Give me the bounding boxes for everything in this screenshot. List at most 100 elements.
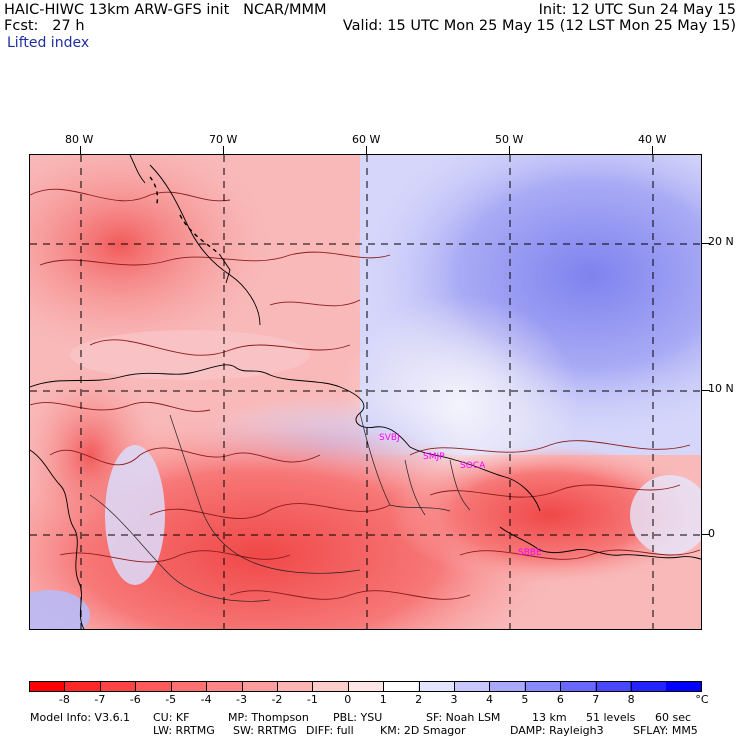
- colorbar-swatch: [171, 682, 207, 691]
- colorbar-swatch: [206, 682, 242, 691]
- footer-resolution: 13 km: [532, 711, 567, 724]
- colorbar-swatch: [418, 682, 454, 691]
- colorbar-swatch: [630, 682, 666, 691]
- border-guy-sur: [404, 459, 426, 516]
- footer-damp: DAMP: Rayleigh3: [510, 724, 604, 737]
- valid-time: Valid: 15 UTC Mon 25 May 15 (12 LST Mon …: [342, 18, 736, 34]
- coast-pr: [219, 254, 231, 284]
- lat-label-10n: 10 N: [708, 382, 734, 395]
- lon-label-70w: 70 W: [209, 133, 238, 146]
- colorbar-tick: [489, 681, 490, 692]
- colorbar-tick: [64, 681, 65, 692]
- colorbar-tick: [560, 681, 561, 692]
- colorbar-tick-label: 8: [627, 693, 635, 706]
- coast-antilles: [149, 164, 261, 326]
- colorbar-tick: [242, 681, 243, 692]
- colorbar-tick-label: 1: [379, 693, 387, 706]
- colorbar-tick: [135, 681, 136, 692]
- lon-label-50w: 50 W: [495, 133, 524, 146]
- colorbar-tick-label: -8: [58, 693, 70, 706]
- colorbar-swatch: [453, 682, 490, 691]
- lon-tick-50w: [509, 146, 510, 154]
- colorbar-unit: °C: [695, 693, 709, 706]
- field-sw-blue: [30, 590, 90, 629]
- colorbar: [29, 681, 702, 692]
- init-time: Init: 12 UTC Sun 24 May 15: [538, 2, 736, 18]
- colorbar-swatch: [312, 682, 348, 691]
- colorbar-tick: [312, 681, 313, 692]
- colorbar-swatch: [65, 682, 101, 691]
- footer-diff: DIFF: full: [306, 724, 354, 737]
- field-name: Lifted index: [7, 35, 90, 51]
- footer-sflay: SFLAY: MM5: [633, 724, 698, 737]
- colorbar-swatch: [489, 682, 525, 691]
- colorbar-tick-label: -3: [236, 693, 247, 706]
- colorbar-tick-label: -2: [271, 693, 283, 706]
- colorbar-tick: [206, 681, 207, 692]
- borders: [89, 412, 471, 602]
- lon-label-80w: 80 W: [65, 133, 94, 146]
- lon-tick-70w: [223, 146, 224, 154]
- colorbar-tick-label: 6: [556, 693, 564, 706]
- colorbar-tick-label: 4: [485, 693, 493, 706]
- footer-timestep: 60 sec: [655, 711, 692, 724]
- colorbar-swatch: [277, 682, 313, 691]
- footer-pbl: PBL: YSU: [333, 711, 383, 724]
- colorbar-tick: [596, 681, 597, 692]
- colorbar-tick: [631, 681, 632, 692]
- border-col-per: [89, 494, 271, 602]
- forecast-hour: Fcst: 27 h: [4, 18, 85, 34]
- colorbar-tick-label: -5: [165, 693, 177, 706]
- coast-north: [129, 155, 146, 184]
- colorbar-tick: [100, 681, 101, 692]
- colorbar-tick-label: -1: [306, 693, 318, 706]
- colorbar-tick-label: 5: [521, 693, 529, 706]
- colorbar-tick: [171, 681, 172, 692]
- lon-tick-80w: [80, 146, 81, 154]
- colorbar-swatch: [665, 682, 701, 691]
- station-label-1: SVBJ: [379, 433, 400, 443]
- station-label-4: SBBE: [518, 548, 542, 558]
- footer-levels: 51 levels: [586, 711, 636, 724]
- colorbar-tick: [277, 681, 278, 692]
- dashed-borders: [149, 176, 221, 256]
- field-andes-blue: [105, 445, 165, 585]
- lat-tick-0: [702, 534, 710, 535]
- colorbar-tick-label: 2: [415, 693, 423, 706]
- footer-model-info: Model Info: V3.6.1: [30, 711, 131, 724]
- colorbar-swatch: [347, 682, 384, 691]
- lifted-index-map: SVBJ SMJP SOCA SBBE: [29, 154, 702, 630]
- footer-cu: CU: KF: [153, 711, 190, 724]
- colorbar-tick: [454, 681, 455, 692]
- colorbar-tick-label: 7: [592, 693, 600, 706]
- station-label-3: SOCA: [460, 461, 486, 471]
- contours: [30, 188, 701, 600]
- lat-tick-20n: [702, 243, 710, 244]
- colorbar-swatch: [30, 682, 66, 691]
- field-amazon-red: [30, 415, 560, 629]
- grid-lines: [30, 155, 701, 629]
- footer-sw: SW: RRTMG: [233, 724, 297, 737]
- colorbar-tick: [383, 681, 384, 692]
- colorbar-tick-label: -6: [129, 693, 141, 706]
- footer-sf: SF: Noah LSM: [426, 711, 501, 724]
- lat-tick-10n: [702, 390, 710, 391]
- colorbar-swatch: [595, 682, 631, 691]
- lat-label-0: 0: [708, 527, 715, 540]
- lat-label-20n: 20 N: [708, 235, 734, 248]
- field-caribbean-red: [30, 155, 270, 355]
- border-sur-gf: [449, 459, 471, 511]
- footer-mp: MP: Thompson: [228, 711, 309, 724]
- lon-label-40w: 40 W: [638, 133, 667, 146]
- colorbar-tick: [348, 681, 349, 692]
- colorbar-tick-label: -7: [94, 693, 106, 706]
- colorbar-tick-label: -4: [200, 693, 212, 706]
- station-label-2: SMJP: [423, 452, 445, 462]
- lon-label-60w: 60 W: [352, 133, 381, 146]
- colorbar-swatch: [241, 682, 278, 691]
- model-title: HAIC-HIWC 13km ARW-GFS init NCAR/MMM: [4, 2, 327, 18]
- colorbar-swatch: [559, 682, 595, 691]
- colorbar-swatch: [135, 682, 172, 691]
- colorbar-tick-label: 3: [450, 693, 458, 706]
- footer-lw: LW: RRTMG: [153, 724, 215, 737]
